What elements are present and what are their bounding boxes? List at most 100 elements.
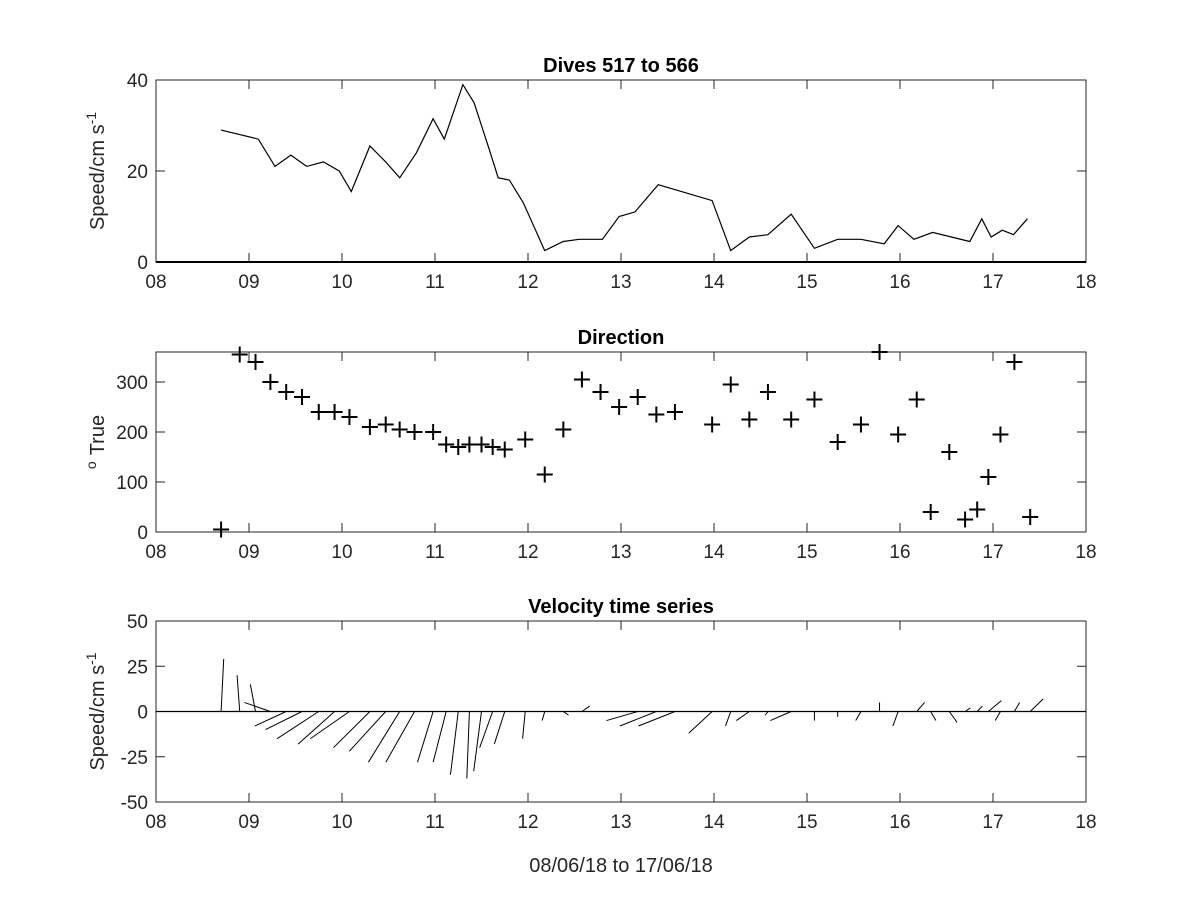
- direction-x-tick-label: 08: [145, 542, 166, 563]
- direction-point: [326, 404, 343, 420]
- velocity-x-axis-label: 08/06/18 to 17/06/18: [529, 855, 713, 877]
- speed-y-axis-label-exponent: -1: [83, 112, 99, 125]
- velocity-y-axis-label: Speed/cm s-1: [83, 652, 109, 770]
- direction-point: [592, 384, 609, 400]
- velocity-stick: [930, 711, 937, 721]
- direction-point: [629, 389, 646, 405]
- velocity-stick: [541, 711, 546, 721]
- direction-x-tick-label: 18: [1075, 542, 1096, 563]
- velocity-y-tick-label: 25: [127, 657, 148, 678]
- velocity-stick: [385, 711, 415, 763]
- velocity-stick: [988, 700, 1002, 712]
- velocity-y-tick-label: -50: [121, 793, 148, 814]
- direction-point: [969, 501, 986, 518]
- direction-point: [247, 354, 264, 370]
- velocity-x-tick-label: 08: [145, 812, 166, 833]
- direction-axes-box: [155, 351, 1087, 533]
- velocity-stick: [725, 711, 732, 727]
- direction-point: [890, 426, 907, 443]
- velocity-stick: [244, 701, 271, 712]
- speed-y-axis-label-text: Speed/cm s: [87, 124, 109, 230]
- direction-point: [704, 416, 721, 433]
- direction-point: [450, 439, 467, 455]
- direction-panel-title: Direction: [578, 327, 665, 349]
- direction-point: [213, 521, 230, 538]
- direction-point: [310, 404, 327, 420]
- velocity-stick: [432, 711, 447, 763]
- direction-point: [361, 419, 378, 435]
- velocity-stick: [417, 711, 434, 763]
- direction-point: [806, 391, 823, 408]
- velocity-stick: [964, 707, 971, 712]
- velocity-stick: [333, 711, 371, 749]
- velocity-stick: [994, 711, 1001, 721]
- speed-x-tick-label: 08: [145, 272, 166, 293]
- velocity-stick: [764, 711, 769, 716]
- direction-y-tick-label: 300: [116, 373, 148, 394]
- velocity-ticks: 08 09 10 11 12 13 14 15 16 17 18 -50 -25 0 25 50: [121, 612, 1097, 833]
- velocity-stick: [348, 711, 387, 752]
- velocity-x-tick-label: 17: [982, 812, 1003, 833]
- speed-x-tick-label: 11: [425, 272, 445, 293]
- velocity-stick: [638, 711, 676, 727]
- velocity-y-axis-label-text: Speed/cm s: [87, 665, 109, 771]
- velocity-stick: [220, 658, 225, 712]
- direction-point: [852, 416, 869, 433]
- velocity-stick: [265, 711, 303, 731]
- direction-series: [213, 344, 1039, 538]
- velocity-stick: [236, 675, 241, 712]
- speed-panel: Dives 517 to 566 08 09 10 11 12 13 14 15 16 17 180…: [83, 55, 1097, 293]
- velocity-x-tick-label: 13: [610, 812, 631, 833]
- direction-x-tick-label: 16: [889, 542, 910, 563]
- direction-point: [473, 436, 490, 453]
- direction-x-tick-label: 11: [425, 542, 445, 563]
- direction-x-tick-label: 17: [982, 542, 1003, 563]
- velocity-x-tick-label: 16: [889, 812, 910, 833]
- direction-y-axis-label: o True: [83, 415, 109, 469]
- direction-point: [722, 376, 739, 393]
- direction-point: [783, 411, 800, 428]
- direction-point: [406, 424, 423, 440]
- velocity-series: [156, 658, 1086, 779]
- velocity-stick: [606, 711, 638, 722]
- speed-x-tick-label: 12: [517, 272, 538, 293]
- velocity-stick: [619, 711, 657, 727]
- velocity-x-tick-label: 15: [796, 812, 817, 833]
- speed-x-tick-label: 10: [331, 272, 352, 293]
- velocity-stick: [855, 711, 862, 721]
- speed-x-tick-label: 16: [889, 272, 910, 293]
- speed-ticks: 08 09 10 11 12 13 14 15 16 17 18 0 20 40: [127, 71, 1097, 293]
- velocity-stick: [254, 711, 287, 727]
- direction-point: [648, 406, 665, 423]
- direction-point: [941, 444, 958, 460]
- velocity-x-tick-label: 11: [425, 812, 445, 833]
- direction-point: [741, 411, 758, 428]
- velocity-x-tick-label: 14: [703, 812, 725, 833]
- speed-y-axis-label: Speed/cm s-1: [83, 112, 109, 230]
- speed-y-tick-label: 0: [137, 253, 148, 274]
- velocity-stick: [976, 705, 983, 712]
- direction-y-axis-label-prefix: o: [83, 461, 99, 469]
- velocity-stick: [249, 684, 257, 712]
- velocity-stick: [581, 705, 591, 712]
- velocity-y-tick-label: -25: [121, 748, 148, 769]
- velocity-stick: [297, 711, 335, 745]
- direction-point: [759, 384, 776, 400]
- direction-panel: Direction 08 09 10 11 12 13 14 15 16 17 18 0 100 200 3…: [83, 327, 1097, 563]
- velocity-stick: [367, 711, 401, 763]
- direction-point: [1022, 509, 1039, 525]
- velocity-stick: [948, 711, 958, 723]
- direction-point: [908, 391, 925, 408]
- velocity-panel: Velocity time series 08 09 10 11 12 13 14 15 16 1…: [83, 596, 1097, 877]
- direction-point: [231, 346, 248, 363]
- velocity-stick: [449, 711, 459, 775]
- velocity-stick: [1013, 702, 1021, 712]
- velocity-stick: [473, 711, 482, 772]
- velocity-x-tick-label: 09: [238, 812, 259, 833]
- velocity-x-tick-label: 18: [1075, 812, 1096, 833]
- direction-point: [484, 439, 501, 455]
- velocity-stick: [892, 711, 899, 727]
- speed-x-tick-label: 09: [238, 272, 259, 293]
- direction-point: [517, 431, 534, 448]
